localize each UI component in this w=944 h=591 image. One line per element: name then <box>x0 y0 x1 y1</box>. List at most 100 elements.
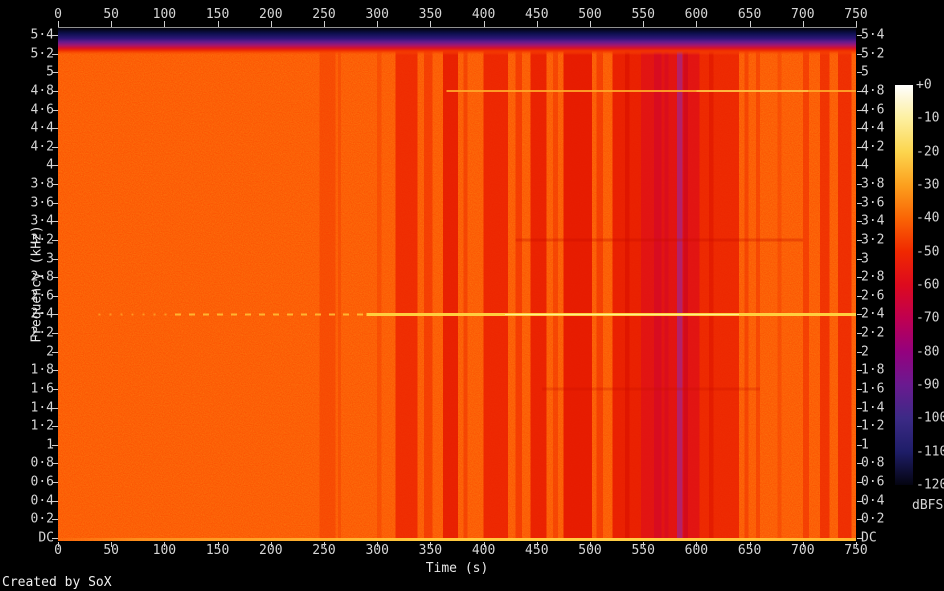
freq-tick-label-right: 2 <box>861 344 869 360</box>
time-tick-label-top: 700 <box>791 7 815 22</box>
time-band <box>563 28 593 541</box>
time-tick-label-bottom: 550 <box>631 543 655 558</box>
time-tick-mark-bottom <box>696 542 698 547</box>
freq-tick-label-left: 1 <box>46 437 54 453</box>
freq-tick-label-left: 1·2 <box>30 418 54 434</box>
time-tick-mark-bottom <box>217 542 219 547</box>
time-band <box>837 28 852 541</box>
freq-tick-mark-left <box>52 165 58 167</box>
dc-line-layer <box>58 538 856 541</box>
freq-tick-mark-right <box>857 128 862 130</box>
colorbar-tick-label: -120 <box>916 477 944 493</box>
freq-tick-label-right: 5·2 <box>861 46 885 62</box>
time-tick-label-bottom: 600 <box>684 543 709 558</box>
freq-tick-label-right: 0·8 <box>861 455 885 471</box>
time-tick-mark-bottom <box>483 542 485 547</box>
freq-tick-label-left: 4·6 <box>30 102 54 118</box>
freq-tick-mark-right <box>857 463 862 465</box>
freq-tick-label-right: 0·2 <box>861 511 885 527</box>
freq-tick-mark-right <box>857 351 862 353</box>
freq-tick-label-left: 2 <box>46 344 54 360</box>
time-tick-mark-top <box>111 21 113 27</box>
freq-tick-mark-right <box>857 519 862 521</box>
freq-tick-mark-right <box>857 500 862 502</box>
freq-tick-mark-left <box>52 482 58 484</box>
time-band <box>755 28 761 541</box>
time-tick-mark-bottom <box>58 542 59 547</box>
colorbar-tick-label: -110 <box>916 444 944 460</box>
time-tick-label-bottom: 500 <box>578 543 602 558</box>
freq-tick-label-right: 4·4 <box>861 120 885 136</box>
freq-tick-mark-left <box>52 314 58 316</box>
colorbar-tick-label: -60 <box>916 277 940 293</box>
freq-tick-mark-left <box>52 407 58 409</box>
time-band <box>625 28 630 541</box>
freq-tick-label-left: 0·6 <box>30 474 54 490</box>
time-tick-mark-top <box>270 21 272 27</box>
freq-tick-label-right: 4·8 <box>861 83 885 99</box>
freq-tick-mark-right <box>857 277 862 279</box>
freq-tick-mark-right <box>857 482 862 484</box>
tonal-line <box>446 89 856 92</box>
freq-tick-label-right: 5 <box>861 64 869 80</box>
freq-tick-label-left: 1·6 <box>30 381 54 397</box>
freq-tick-label-left: DC <box>38 530 54 546</box>
time-tick-label-top: 50 <box>103 7 120 22</box>
freq-tick-label-right: 2·8 <box>861 269 885 285</box>
freq-tick-label-right: DC <box>861 530 877 546</box>
freq-tick-mark-left <box>52 370 58 372</box>
time-band <box>337 28 342 541</box>
time-tick-label-bottom: 700 <box>791 543 815 558</box>
freq-tick-label-right: 3·2 <box>861 232 885 248</box>
horizontal-smudge <box>515 238 803 242</box>
colorbar-tick-label: -50 <box>916 244 940 260</box>
freq-tick-label-right: 0·4 <box>861 493 885 509</box>
time-tick-label-bottom: 450 <box>525 543 549 558</box>
colorbar-tick-label: -70 <box>916 310 940 326</box>
freq-tick-label-right: 4 <box>861 157 869 173</box>
freq-tick-mark-right <box>857 53 862 55</box>
y-axis-title: Frequency (kHz) <box>29 225 45 343</box>
freq-tick-mark-left <box>52 444 58 446</box>
freq-tick-label-right: 3 <box>861 251 869 267</box>
freq-tick-label-right: 1·6 <box>861 381 885 397</box>
freq-tick-label-left: 3·4 <box>30 213 54 229</box>
time-tick-mark-bottom <box>856 542 857 547</box>
time-band <box>664 28 669 541</box>
freq-tick-label-right: 2·2 <box>861 325 885 341</box>
freq-tick-mark-left <box>52 500 58 502</box>
freq-tick-mark-right <box>857 444 862 446</box>
freq-tick-mark-right <box>857 239 862 241</box>
freq-tick-label-right: 3·8 <box>861 176 885 192</box>
freq-tick-mark-left <box>52 519 58 521</box>
freq-tick-label-right: 3·4 <box>861 213 885 229</box>
freq-tick-mark-right <box>857 407 862 409</box>
time-tick-mark-top <box>430 21 432 27</box>
time-band-layer <box>319 28 852 541</box>
time-tick-mark-top <box>483 21 485 27</box>
colorbar-tick-label: -30 <box>916 177 940 193</box>
time-tick-label-top: 200 <box>259 7 283 22</box>
freq-tick-label-left: 5·4 <box>30 27 54 43</box>
top-axis-line <box>58 27 857 28</box>
freq-tick-label-left: 4 <box>46 157 54 173</box>
nyquist-rolloff-layer <box>58 28 856 55</box>
freq-tick-label-left: 2·2 <box>30 325 54 341</box>
time-band <box>612 28 642 541</box>
time-tick-label-bottom: 200 <box>259 543 283 558</box>
freq-tick-label-right: 2·6 <box>861 288 885 304</box>
time-tick-label-top: 150 <box>205 7 230 22</box>
time-tick-mark-bottom <box>324 542 325 547</box>
colorbar-tick-label: -10 <box>916 110 940 126</box>
time-tick-label-top: 350 <box>418 7 443 22</box>
freq-tick-mark-left <box>52 295 58 297</box>
time-tick-label-bottom: 750 <box>844 543 868 558</box>
colorbar-tick-label: -100 <box>916 410 944 426</box>
time-tick-mark-bottom <box>536 542 538 547</box>
freq-tick-label-left: 4·4 <box>30 120 54 136</box>
time-tick-label-top: 100 <box>152 7 177 22</box>
freq-tick-label-left: 0·8 <box>30 455 54 471</box>
spectrogram-canvas <box>58 28 856 541</box>
freq-tick-mark-left <box>52 277 58 279</box>
